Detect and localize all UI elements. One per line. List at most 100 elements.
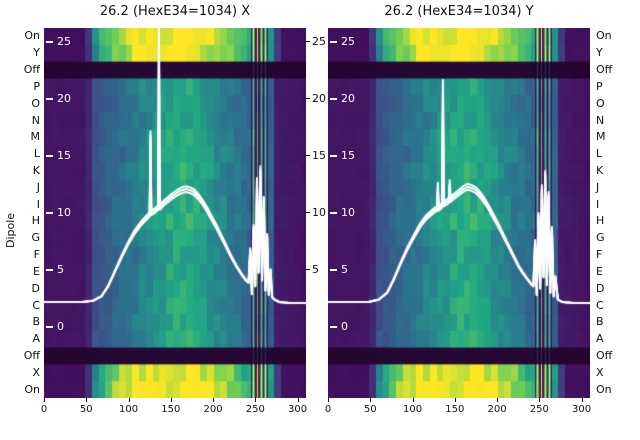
plot-y-title: 26.2 (HexE34=1034) Y bbox=[384, 4, 534, 19]
right-tick-mark bbox=[306, 269, 310, 270]
x-tick-mark bbox=[497, 398, 499, 402]
row-label-right: L bbox=[596, 147, 603, 161]
x-tick-label: 100 bbox=[402, 404, 423, 415]
row-label-right: D bbox=[596, 281, 605, 295]
row-label-right: X bbox=[596, 365, 604, 379]
right-tick-label: 10 bbox=[312, 206, 326, 219]
row-label-right: J bbox=[596, 180, 600, 194]
row-label-left: N bbox=[31, 113, 40, 127]
row-label-right: Off bbox=[596, 63, 613, 77]
row-label-right: O bbox=[596, 96, 605, 110]
value-tick-mark bbox=[330, 269, 337, 271]
row-label-left: I bbox=[36, 197, 40, 211]
row-label-left: M bbox=[30, 130, 41, 144]
value-tick-label: 5 bbox=[57, 263, 64, 276]
value-tick-mark bbox=[46, 98, 53, 100]
row-label-left: J bbox=[36, 180, 40, 194]
plot-x-title: 26.2 (HexE34=1034) X bbox=[99, 4, 251, 19]
right-tick-label: 5 bbox=[312, 263, 319, 276]
x-tick-mark bbox=[170, 398, 172, 402]
x-tick-label: 250 bbox=[529, 404, 549, 415]
row-label-left: X bbox=[32, 365, 40, 379]
value-tick-mark bbox=[46, 212, 53, 214]
right-tick-label: 25 bbox=[312, 35, 326, 48]
row-label-right: K bbox=[596, 163, 604, 177]
value-tick-label: 0 bbox=[57, 320, 64, 333]
row-label-right: A bbox=[596, 332, 604, 346]
row-label-left: K bbox=[32, 163, 40, 177]
x-tick-label: 100 bbox=[118, 404, 139, 415]
row-label-right: I bbox=[596, 197, 600, 211]
row-label-right: On bbox=[596, 382, 612, 396]
x-tick-mark bbox=[213, 398, 215, 402]
row-label-right: F bbox=[596, 248, 603, 262]
x-tick-label: 50 bbox=[363, 404, 377, 415]
value-tick-mark bbox=[46, 326, 53, 328]
x-tick-mark bbox=[86, 398, 88, 402]
row-label-left: L bbox=[33, 147, 40, 161]
x-tick-mark bbox=[128, 398, 130, 402]
x-tick-mark bbox=[539, 398, 541, 402]
x-tick-mark bbox=[454, 398, 456, 402]
right-tick-mark bbox=[306, 98, 310, 99]
x-tick-label: 50 bbox=[79, 404, 93, 415]
x-tick-mark bbox=[297, 398, 299, 402]
heatmap-x-canvas bbox=[44, 28, 306, 398]
row-label-left: Off bbox=[23, 63, 40, 77]
right-tick-label: 15 bbox=[312, 149, 326, 162]
row-label-right: G bbox=[596, 231, 605, 245]
row-label-left: A bbox=[32, 332, 40, 346]
value-tick-label: 15 bbox=[57, 149, 71, 162]
row-label-left: H bbox=[31, 214, 40, 228]
value-tick-mark bbox=[330, 155, 337, 157]
value-tick-label: 0 bbox=[341, 320, 348, 333]
x-tick-label: 300 bbox=[288, 404, 308, 415]
row-label-left: Off bbox=[23, 348, 40, 362]
x-tick-mark bbox=[255, 398, 257, 402]
row-label-right: On bbox=[596, 29, 612, 43]
value-tick-mark bbox=[330, 212, 337, 214]
x-tick-label: 200 bbox=[487, 404, 507, 415]
value-tick-label: 25 bbox=[57, 35, 71, 48]
value-tick-label: 5 bbox=[341, 263, 348, 276]
value-tick-mark bbox=[46, 269, 53, 271]
row-label-left: P bbox=[33, 79, 40, 93]
x-tick-mark bbox=[328, 398, 329, 402]
value-tick-label: 15 bbox=[341, 149, 355, 162]
row-label-left: On bbox=[24, 382, 40, 396]
x-tick-label: 200 bbox=[203, 404, 223, 415]
row-label-left: B bbox=[32, 315, 40, 329]
right-tick-mark bbox=[306, 41, 310, 42]
x-tick-label: 150 bbox=[445, 404, 465, 415]
row-label-right: B bbox=[596, 315, 604, 329]
row-label-left: O bbox=[31, 96, 40, 110]
row-label-right: N bbox=[596, 113, 605, 127]
row-label-left: D bbox=[31, 281, 40, 295]
row-label-right: M bbox=[596, 130, 606, 144]
x-tick-mark bbox=[581, 398, 583, 402]
x-tick-label: 150 bbox=[161, 404, 181, 415]
row-label-left: F bbox=[33, 248, 40, 262]
row-label-right: Off bbox=[596, 348, 613, 362]
right-tick-mark bbox=[306, 155, 310, 156]
x-tick-mark bbox=[44, 398, 45, 402]
value-tick-label: 10 bbox=[341, 206, 355, 219]
value-tick-mark bbox=[46, 41, 53, 43]
row-label-right: P bbox=[596, 79, 603, 93]
x-tick-mark bbox=[370, 398, 372, 402]
value-tick-label: 20 bbox=[341, 92, 355, 105]
row-label-left: C bbox=[32, 298, 40, 312]
right-tick-mark bbox=[306, 212, 310, 213]
heatmap-y-canvas bbox=[328, 28, 590, 398]
right-tick-label: 20 bbox=[312, 92, 326, 105]
value-tick-label: 10 bbox=[57, 206, 71, 219]
value-tick-mark bbox=[330, 98, 337, 100]
value-tick-label: 20 bbox=[57, 92, 71, 105]
row-label-right: E bbox=[596, 264, 603, 278]
value-tick-label: 25 bbox=[341, 35, 355, 48]
row-label-left: E bbox=[33, 264, 40, 278]
value-tick-mark bbox=[330, 326, 337, 328]
row-label-left: Y bbox=[33, 46, 40, 60]
x-tick-mark bbox=[412, 398, 414, 402]
